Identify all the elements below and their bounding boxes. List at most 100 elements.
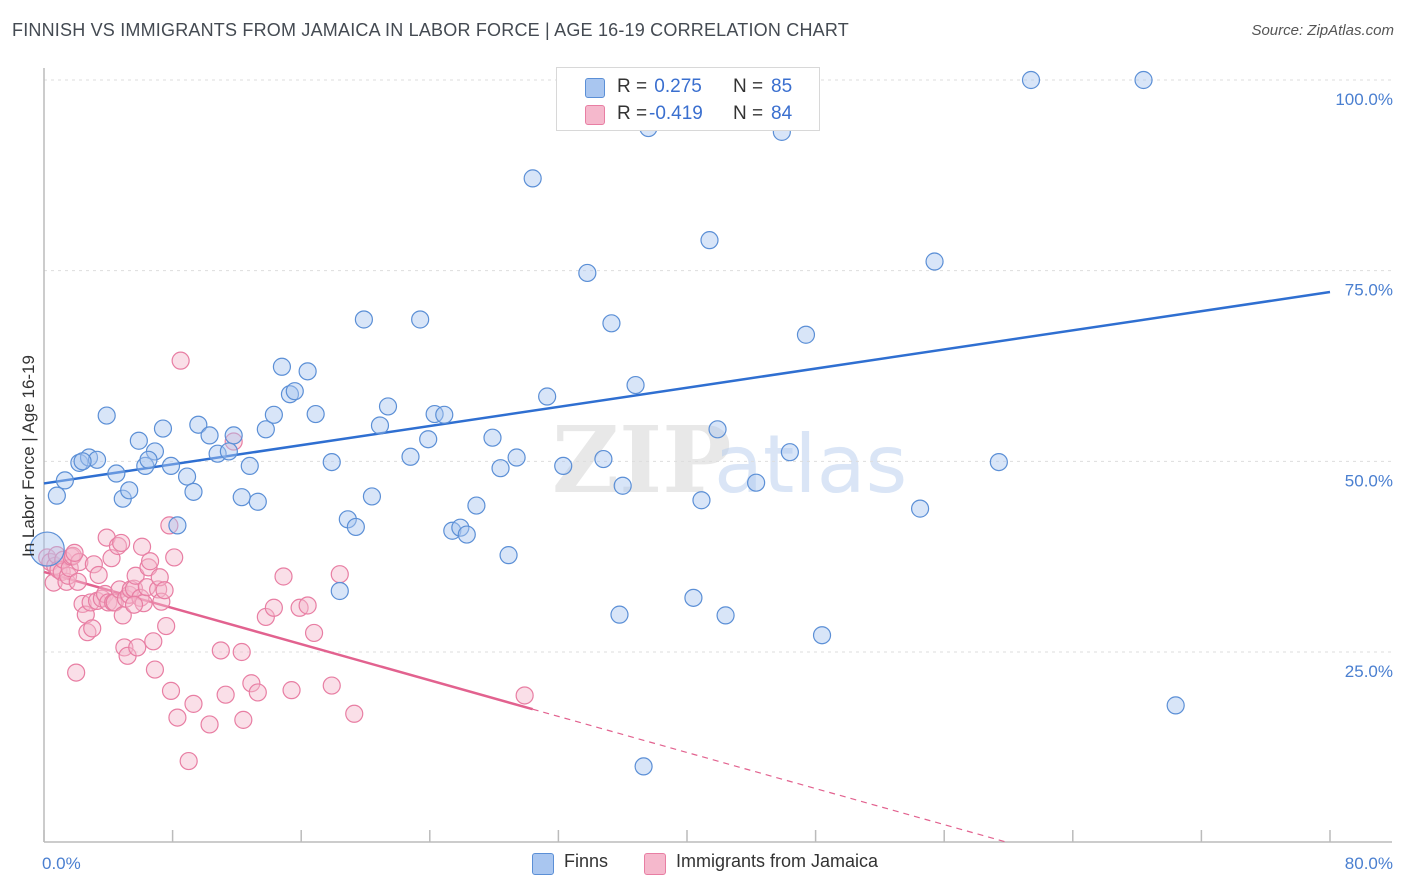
data-point-jamaica (84, 555, 103, 574)
source-credit: Source: ZipAtlas.com (1251, 22, 1394, 39)
series-jamaica-points (38, 351, 534, 771)
data-point-finns (285, 382, 304, 401)
data-point-jamaica (124, 595, 144, 614)
data-point-finns (507, 448, 526, 467)
data-point-jamaica (248, 683, 267, 702)
data-point-jamaica (99, 593, 118, 612)
data-point-finns (153, 419, 173, 438)
data-point-jamaica (282, 681, 301, 700)
data-point-jamaica (234, 710, 253, 729)
data-point-jamaica (171, 351, 190, 370)
data-point-jamaica (112, 533, 131, 553)
data-point-finns (1166, 696, 1185, 715)
data-point-finns (248, 492, 267, 511)
finns-swatch (585, 78, 605, 98)
data-point-finns (796, 325, 816, 344)
data-point-finns (256, 420, 275, 439)
data-point-jamaica (70, 552, 89, 572)
watermark-zip: ZIP (552, 406, 731, 514)
n-label: N = (733, 103, 764, 124)
data-point-jamaica (108, 536, 128, 556)
data-point-finns (812, 626, 832, 645)
data-point-finns (602, 314, 621, 333)
data-point-finns (411, 310, 430, 329)
data-point-finns (594, 449, 613, 469)
finns-swatch (532, 853, 554, 875)
n-value: 85 (771, 76, 793, 97)
data-point-jamaica (232, 642, 251, 662)
data-point-jamaica (144, 632, 163, 651)
data-point-jamaica (140, 552, 160, 571)
data-point-finns (425, 404, 444, 424)
data-point-finns (219, 442, 238, 461)
data-point-finns (272, 357, 292, 376)
data-point-finns (370, 416, 390, 435)
data-point-finns (780, 443, 799, 462)
data-point-jamaica (161, 681, 181, 700)
data-point-jamaica (304, 623, 324, 643)
data-point-finns (208, 444, 227, 463)
series-finns-points (29, 70, 1185, 776)
jamaica-swatch (585, 105, 605, 125)
data-point-finns (483, 428, 502, 447)
data-point-finns (55, 471, 74, 490)
data-point-finns (139, 450, 158, 469)
n-value: 84 (771, 103, 793, 124)
data-point-jamaica (113, 606, 132, 625)
data-point-jamaica (126, 566, 145, 585)
data-point-finns (177, 467, 197, 486)
legend-label-jamaica: Immigrants from Jamaica (676, 851, 879, 871)
data-point-finns (538, 387, 557, 406)
x-tick-label: 0.0% (42, 854, 81, 873)
data-point-jamaica (155, 581, 174, 600)
trend-line-finns (43, 290, 1331, 485)
data-point-finns (200, 426, 219, 445)
data-point-finns (467, 496, 486, 515)
data-point-jamaica (83, 619, 102, 638)
data-point-finns (330, 581, 349, 601)
data-point-finns (626, 375, 645, 395)
data-point-finns (578, 263, 597, 283)
data-point-finns (692, 491, 711, 510)
data-point-finns (189, 415, 208, 434)
data-point-finns (716, 606, 735, 625)
tick-labels: 25.0% 50.0% 75.0% 100.0% 0.0% 80.0% (42, 90, 1393, 873)
r-label: R = (617, 76, 648, 97)
data-point-finns (989, 452, 1008, 472)
data-point-finns (87, 450, 107, 469)
r-label: R = (617, 103, 648, 124)
data-point-finns (1021, 70, 1041, 90)
data-point-finns (700, 231, 719, 250)
data-point-finns (378, 397, 398, 416)
data-point-jamaica (145, 660, 165, 679)
data-point-finns (401, 447, 420, 466)
grid-lines (44, 79, 1392, 653)
data-point-jamaica (128, 638, 147, 657)
data-point-jamaica (132, 537, 152, 556)
data-point-jamaica (211, 641, 230, 660)
data-point-jamaica (137, 578, 156, 597)
data-point-finns (747, 473, 766, 492)
data-point-jamaica (242, 674, 261, 693)
data-point-jamaica (184, 694, 203, 713)
data-point-jamaica (330, 565, 349, 584)
y-tick-label: 50.0% (1345, 471, 1393, 490)
data-point-finns (184, 482, 203, 501)
data-point-finns (240, 456, 259, 476)
data-point-finns (73, 452, 92, 471)
data-point-jamaica (81, 593, 100, 612)
y-tick-label: 100.0% (1335, 90, 1393, 109)
r-value: -0.419 (649, 103, 703, 124)
data-point-finns (120, 481, 139, 500)
data-point-finns (161, 456, 181, 476)
data-point-finns (97, 406, 116, 425)
legend-label-finns: Finns (564, 851, 609, 871)
data-point-finns (634, 757, 653, 776)
jamaica-swatch (644, 853, 666, 875)
data-point-finns (613, 476, 632, 495)
data-point-finns (435, 405, 454, 424)
data-point-finns (1134, 70, 1153, 90)
data-point-finns (322, 452, 341, 472)
data-point-finns (306, 404, 325, 424)
data-point-finns (354, 310, 373, 329)
